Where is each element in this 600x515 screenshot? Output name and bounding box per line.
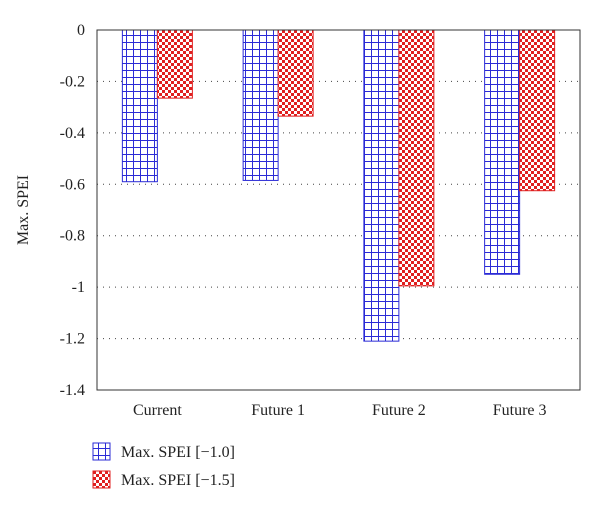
y-axis-label: Max. SPEI xyxy=(15,175,32,245)
bar-future-3-series-1 xyxy=(484,29,521,275)
legend-label-series-2: Max. SPEI [−1.5] xyxy=(121,472,235,489)
legend-swatch-series-1 xyxy=(92,442,111,461)
x-tick-label: Future 3 xyxy=(493,402,547,419)
x-tick-label: Future 1 xyxy=(251,402,305,419)
bar-future-1-series-1 xyxy=(242,29,279,181)
plot-area xyxy=(96,29,581,391)
y-tick-label: -0.2 xyxy=(60,73,85,90)
legend: Max. SPEI [−1.0] Max. SPEI [−1.5] xyxy=(92,442,235,489)
bar-future-3-series-2 xyxy=(519,29,556,192)
y-tick-label: -0.8 xyxy=(60,228,85,245)
bar-future-2-series-1 xyxy=(363,29,400,342)
y-tick-label: -1 xyxy=(72,279,85,296)
y-axis-ticks: 0 -0.2 -0.4 -0.6 -0.8 -1 -1.2 -1.4 xyxy=(60,22,85,399)
legend-swatch-series-2 xyxy=(92,470,111,489)
y-tick-label: -1.4 xyxy=(60,382,85,399)
y-tick-label: -0.6 xyxy=(60,176,85,193)
bar-future-1-series-2 xyxy=(277,29,314,117)
y-tick-label: -0.4 xyxy=(60,125,85,142)
legend-label-series-1: Max. SPEI [−1.0] xyxy=(121,444,235,461)
x-axis-ticks: Current Future 1 Future 2 Future 3 xyxy=(133,402,547,419)
bar-current-series-2 xyxy=(156,29,193,99)
y-tick-label: -1.2 xyxy=(60,331,85,348)
x-tick-label: Current xyxy=(133,402,182,419)
bar-future-2-series-2 xyxy=(398,29,435,287)
x-tick-label: Future 2 xyxy=(372,402,426,419)
bar-current-series-1 xyxy=(121,29,158,183)
y-tick-label: 0 xyxy=(77,22,85,39)
bars xyxy=(121,29,556,342)
